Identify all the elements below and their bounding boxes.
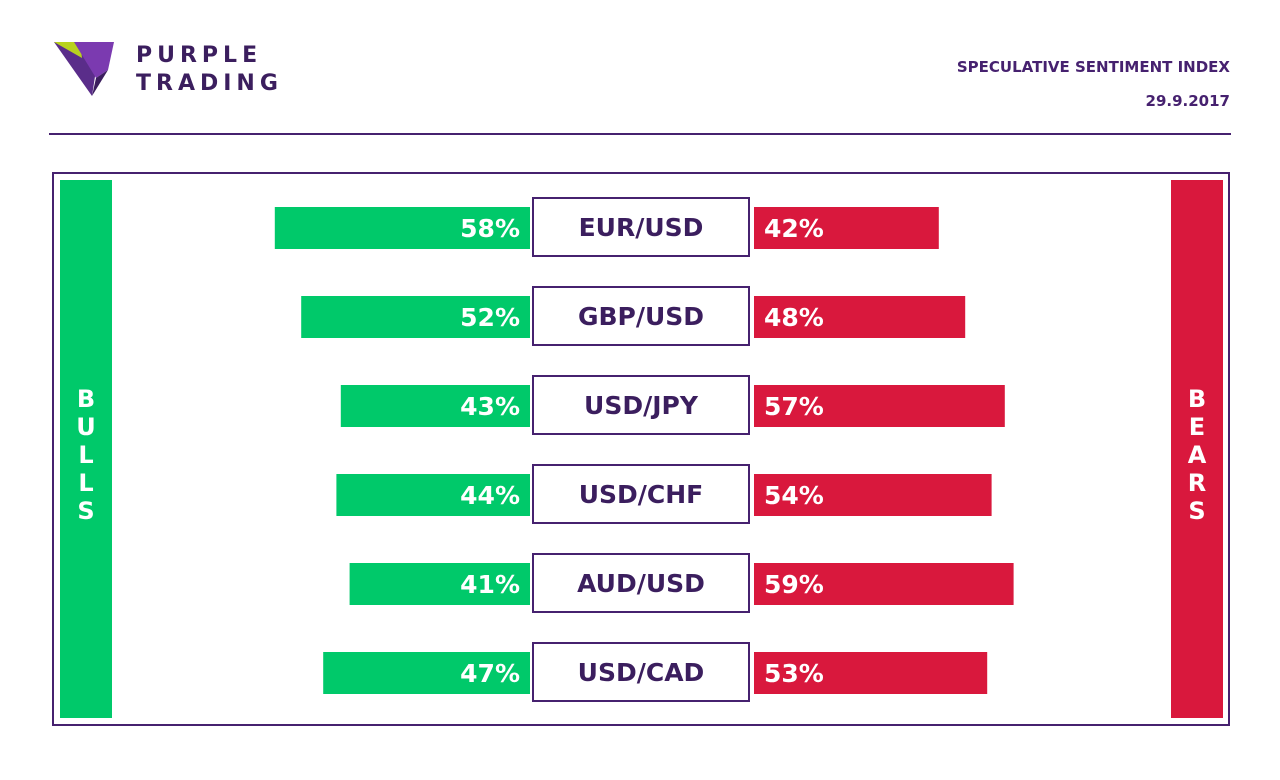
- bull-value-label: 58%: [460, 214, 520, 243]
- bull-bar: [336, 474, 530, 516]
- currency-pair-label: EUR/USD: [579, 213, 704, 242]
- pair-label-box: [532, 553, 750, 613]
- bear-bar: [754, 385, 1005, 427]
- brand-line-2: TRADING: [136, 71, 283, 96]
- currency-pair-label: USD/CHF: [579, 480, 704, 509]
- bull-value-label: 41%: [460, 570, 520, 599]
- pair-label-box: [532, 642, 750, 702]
- side-label-letter: B: [1187, 385, 1207, 413]
- bear-bar: [754, 652, 988, 694]
- brand-name: PURPLE TRADING: [136, 42, 283, 98]
- bull-value-label: 43%: [460, 392, 520, 421]
- currency-pair-label: USD/CAD: [578, 658, 705, 687]
- currency-pair-label: GBP/USD: [578, 302, 704, 331]
- side-label-letter: L: [78, 441, 94, 469]
- brand-line-1: PURPLE: [136, 43, 263, 68]
- side-label-letter: S: [77, 497, 95, 525]
- bull-bar: [274, 207, 530, 249]
- chart-frame: [52, 172, 1230, 726]
- side-label-letter: A: [1187, 441, 1207, 469]
- side-label-letter: U: [76, 413, 96, 441]
- bear-value-label: 54%: [764, 481, 824, 510]
- bull-bar: [340, 385, 530, 427]
- bull-value-label: 52%: [460, 303, 520, 332]
- bear-value-label: 48%: [764, 303, 824, 332]
- pair-label-box: [532, 286, 750, 346]
- currency-pair-label: AUD/USD: [577, 569, 705, 598]
- bull-bar: [323, 652, 530, 694]
- currency-pair-label: USD/JPY: [584, 391, 699, 420]
- bull-bar: [301, 296, 530, 338]
- bear-value-label: 59%: [764, 570, 824, 599]
- side-label-letter: B: [76, 385, 96, 413]
- brand-logo: PURPLE TRADING: [52, 40, 312, 102]
- side-label-letter: R: [1187, 469, 1207, 497]
- side-label-letter: E: [1188, 413, 1206, 441]
- bear-value-label: 53%: [764, 659, 824, 688]
- bear-value-label: 57%: [764, 392, 824, 421]
- header-divider: [49, 133, 1231, 135]
- page-title: SPECULATIVE SENTIMENT INDEX: [956, 58, 1230, 76]
- bear-bar: [754, 474, 992, 516]
- bear-bar: [754, 563, 1014, 605]
- purple-trading-logo-icon: [54, 42, 114, 96]
- bull-bar: [349, 563, 530, 605]
- bear-bar: [754, 207, 939, 249]
- bull-value-label: 44%: [460, 481, 520, 510]
- pair-label-box: [532, 375, 750, 435]
- bear-value-label: 42%: [764, 214, 824, 243]
- side-label-letter: S: [1188, 497, 1206, 525]
- report-date: 29.9.2017: [1145, 92, 1230, 110]
- pair-label-box: [532, 197, 750, 257]
- bear-bar: [754, 296, 966, 338]
- bull-value-label: 47%: [460, 659, 520, 688]
- side-label-letter: L: [78, 469, 94, 497]
- pair-label-box: [532, 464, 750, 524]
